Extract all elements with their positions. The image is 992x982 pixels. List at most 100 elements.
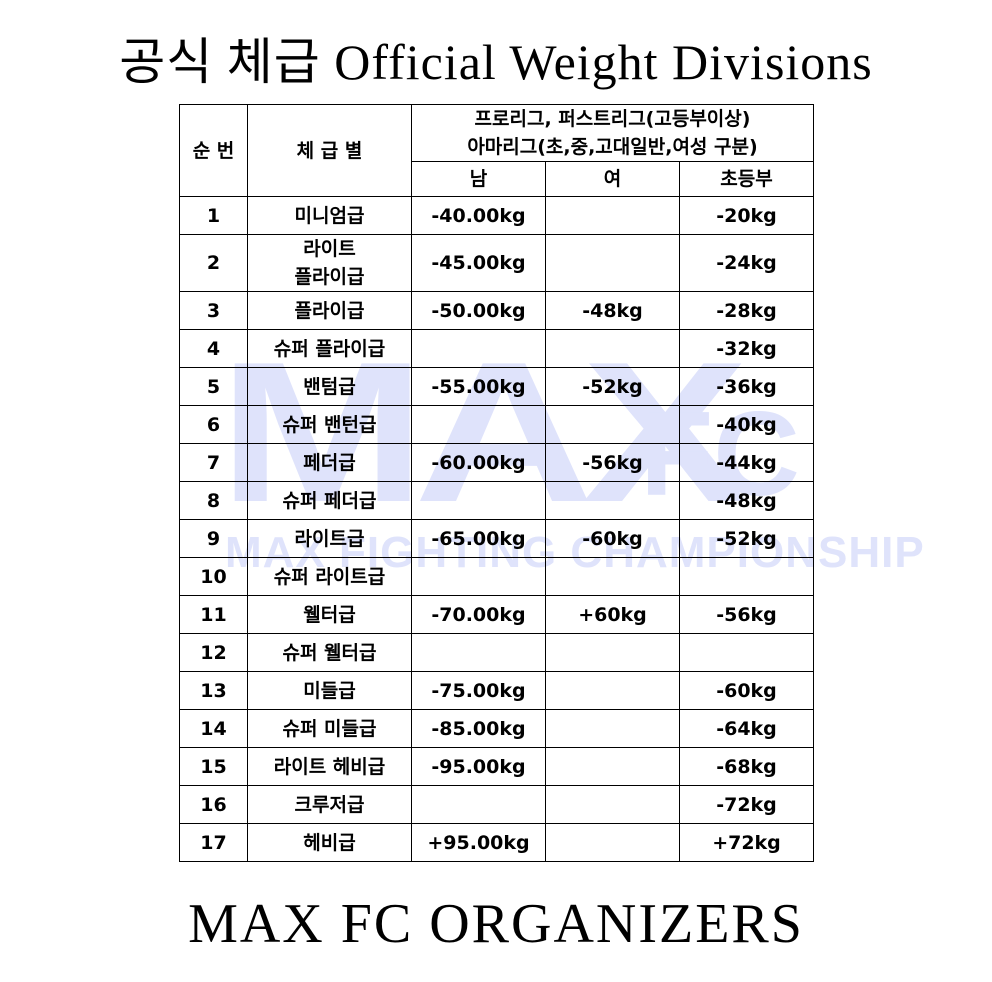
male-cell: -45.00kg [411,234,546,292]
elementary-cell: -32kg [679,329,814,368]
elementary-cell: -52kg [679,519,814,558]
elementary-cell: -48kg [679,481,814,520]
elementary-cell: -44kg [679,443,814,482]
number-cell: 3 [179,291,248,330]
elementary-cell [679,557,814,596]
table-row: 12 슈퍼 웰터급 [179,633,814,672]
table-row: 13 미들급 -75.00kg -60kg [179,671,814,710]
male-cell: -70.00kg [411,595,546,634]
female-cell: -52kg [545,367,680,406]
page-title: 공식 체급 Official Weight Divisions [119,34,873,90]
male-cell [411,481,546,520]
number-cell: 16 [179,785,248,824]
elementary-cell: -60kg [679,671,814,710]
male-cell [411,405,546,444]
elementary-cell: -64kg [679,709,814,748]
table-body: 순 번 체 급 별 프로리그, 퍼스트리그(고등부이상) 아마리그(초,중,고대일… [179,104,814,862]
number-cell: 1 [179,196,248,235]
number-cell: 9 [179,519,248,558]
header-line: 아마리그(초,중,고대일반,여성 구분) [467,136,758,158]
female-cell [545,329,680,368]
elementary-cell: -68kg [679,747,814,786]
table-row: 10 슈퍼 라이트급 [179,557,814,596]
division-cell: 페더급 [247,443,412,482]
table-row: 15 라이트 헤비급 -95.00kg -68kg [179,747,814,786]
female-cell [545,747,680,786]
number-cell: 13 [179,671,248,710]
elementary-cell: -56kg [679,595,814,634]
table-row: 5 밴텀급 -55.00kg -52kg -36kg [179,367,814,406]
division-cell: 밴텀급 [247,367,412,406]
division-cell: 플라이급 [247,291,412,330]
number-cell: 5 [179,367,248,406]
female-cell: -60kg [545,519,680,558]
table-row: 4 슈퍼 플라이급 -32kg [179,329,814,368]
male-cell: -85.00kg [411,709,546,748]
male-cell [411,633,546,672]
male-cell [411,557,546,596]
female-cell [545,234,680,292]
table-row: 14 슈퍼 미들급 -85.00kg -64kg [179,709,814,748]
weight-table: 순 번 체 급 별 프로리그, 퍼스트리그(고등부이상) 아마리그(초,중,고대일… [179,104,814,862]
header-cell: 순 번 [179,104,248,197]
number-cell: 8 [179,481,248,520]
number-cell: 7 [179,443,248,482]
male-cell: -65.00kg [411,519,546,558]
division-cell: 슈퍼 웰터급 [247,633,412,672]
elementary-cell [679,633,814,672]
header-cell: 프로리그, 퍼스트리그(고등부이상) 아마리그(초,중,고대일반,여성 구분) [411,104,814,162]
female-cell [545,709,680,748]
division-cell: 웰터급 [247,595,412,634]
number-cell: 12 [179,633,248,672]
male-cell: -40.00kg [411,196,546,235]
division-cell: 라이트 플라이급 [247,234,412,292]
number-cell: 10 [179,557,248,596]
table-row: 16 크루저급 -72kg [179,785,814,824]
division-cell: 미들급 [247,671,412,710]
division-cell: 슈퍼 밴턴급 [247,405,412,444]
table-row: 8 슈퍼 페더급 -48kg [179,481,814,520]
female-cell [545,196,680,235]
table-row: 9 라이트급 -65.00kg -60kg -52kg [179,519,814,558]
division-cell: 미니엄급 [247,196,412,235]
female-cell [545,823,680,862]
elementary-cell: -36kg [679,367,814,406]
header-cell: 초등부 [679,161,814,197]
table-row: 11 웰터급 -70.00kg +60kg -56kg [179,595,814,634]
table-row: 2 라이트 플라이급 -45.00kg -24kg [179,234,814,292]
division-cell: 슈퍼 페더급 [247,481,412,520]
elementary-cell: -72kg [679,785,814,824]
table-row: 3 플라이급 -50.00kg -48kg -28kg [179,291,814,330]
division-cell: 슈퍼 미들급 [247,709,412,748]
male-cell: -50.00kg [411,291,546,330]
female-cell: -48kg [545,291,680,330]
male-cell: -95.00kg [411,747,546,786]
number-cell: 15 [179,747,248,786]
number-cell: 17 [179,823,248,862]
number-cell: 4 [179,329,248,368]
division-cell: 슈퍼 플라이급 [247,329,412,368]
division-cell: 슈퍼 라이트급 [247,557,412,596]
header-cell: 여 [545,161,680,197]
male-cell: -75.00kg [411,671,546,710]
table-row: 17 헤비급 +95.00kg +72kg [179,823,814,862]
male-cell: +95.00kg [411,823,546,862]
elementary-cell: -24kg [679,234,814,292]
male-cell [411,785,546,824]
female-cell [545,671,680,710]
table-row: 7 페더급 -60.00kg -56kg -44kg [179,443,814,482]
division-cell: 헤비급 [247,823,412,862]
elementary-cell: -28kg [679,291,814,330]
footer-text: MAX FC ORGANIZERS [188,893,804,955]
header-cell: 남 [411,161,546,197]
female-cell [545,785,680,824]
division-cell: 라이트급 [247,519,412,558]
header-line: 프로리그, 퍼스트리그(고등부이상) [474,108,751,130]
male-cell: -55.00kg [411,367,546,406]
division-cell: 라이트 헤비급 [247,747,412,786]
male-cell [411,329,546,368]
header-row: 순 번 체 급 별 프로리그, 퍼스트리그(고등부이상) 아마리그(초,중,고대일… [179,104,814,197]
table-row: 1 미니엄급 -40.00kg -20kg [179,196,814,235]
elementary-cell: -20kg [679,196,814,235]
